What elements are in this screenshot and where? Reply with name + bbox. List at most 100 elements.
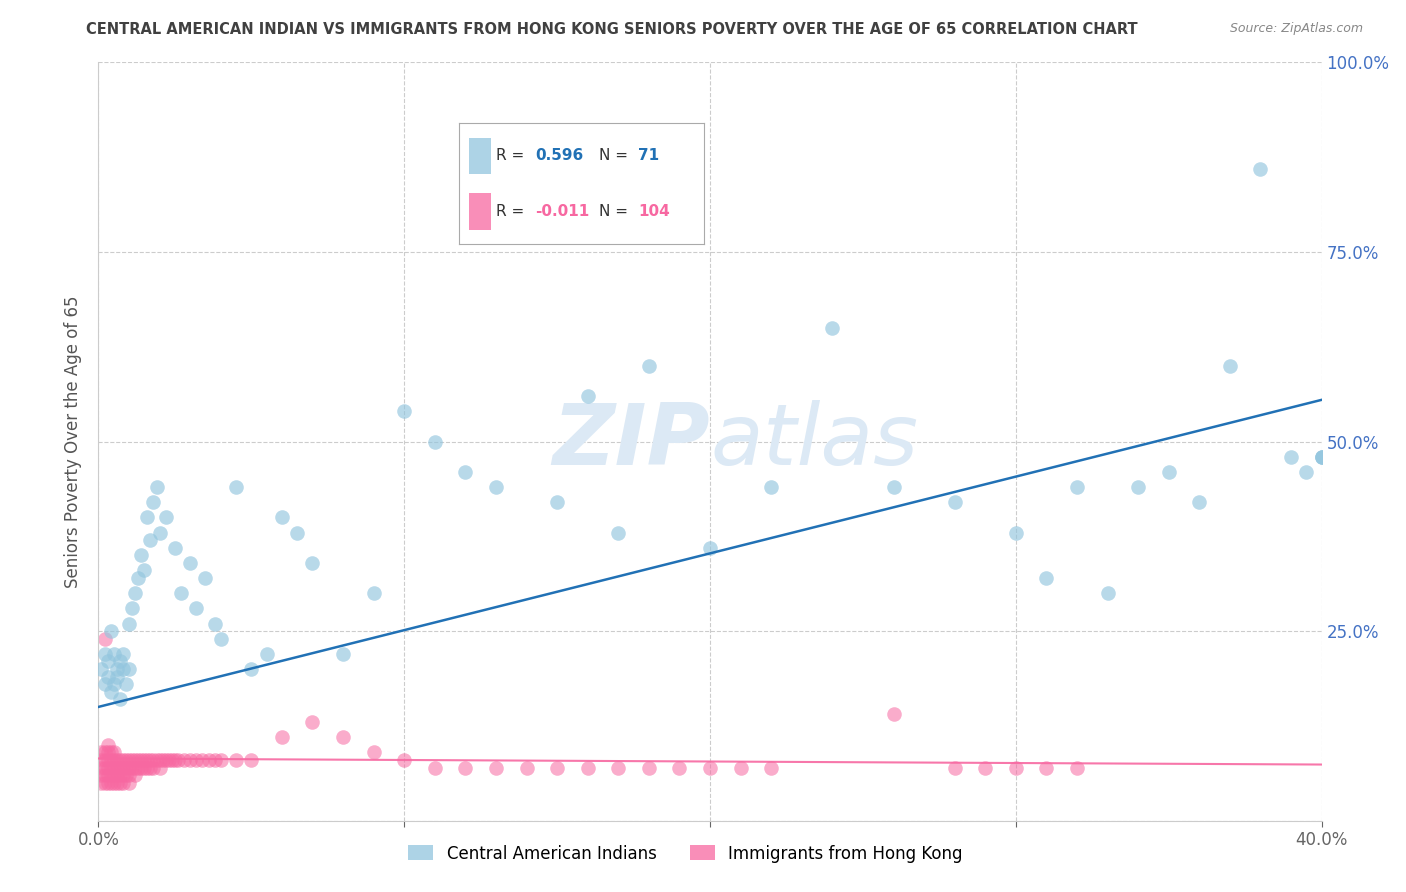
- Point: [1066, 480, 1088, 494]
- Point: [145, 753, 167, 767]
- Point: [454, 760, 477, 774]
- Point: [93, 632, 115, 646]
- Point: [105, 768, 128, 782]
- Point: [93, 677, 115, 691]
- Point: [204, 753, 226, 767]
- Point: [129, 548, 152, 563]
- Point: [149, 525, 172, 540]
- Point: [97, 768, 120, 782]
- Point: [111, 776, 134, 790]
- Point: [1219, 359, 1241, 373]
- Point: [332, 730, 354, 744]
- Point: [90, 746, 112, 760]
- Point: [1188, 495, 1211, 509]
- Point: [1128, 480, 1150, 494]
- Point: [136, 760, 159, 774]
- Point: [100, 776, 122, 790]
- Point: [139, 753, 162, 767]
- Point: [93, 768, 115, 782]
- Point: [118, 768, 141, 782]
- Point: [105, 753, 128, 767]
- Point: [108, 768, 131, 782]
- Point: [108, 776, 131, 790]
- Point: [197, 753, 219, 767]
- Point: [759, 480, 782, 494]
- Point: [105, 760, 128, 774]
- Point: [142, 760, 165, 774]
- Point: [93, 760, 115, 774]
- Point: [136, 753, 159, 767]
- Point: [152, 753, 174, 767]
- Point: [454, 465, 477, 479]
- Point: [134, 753, 156, 767]
- Point: [108, 692, 131, 706]
- Point: [423, 434, 446, 449]
- Point: [118, 616, 141, 631]
- Point: [111, 662, 134, 676]
- Point: [127, 571, 149, 585]
- Point: [115, 677, 138, 691]
- Point: [974, 760, 997, 774]
- Point: [105, 662, 128, 676]
- Point: [97, 655, 120, 669]
- Point: [129, 760, 152, 774]
- Point: [103, 677, 125, 691]
- Point: [546, 495, 568, 509]
- Point: [546, 760, 568, 774]
- Point: [149, 760, 172, 774]
- Point: [108, 760, 131, 774]
- Point: [121, 753, 143, 767]
- Point: [97, 669, 120, 683]
- Point: [90, 776, 112, 790]
- Point: [1295, 465, 1317, 479]
- Point: [155, 753, 177, 767]
- Point: [100, 753, 122, 767]
- Point: [124, 586, 146, 600]
- Point: [225, 480, 247, 494]
- Point: [943, 495, 966, 509]
- Point: [1310, 450, 1333, 464]
- Point: [191, 753, 214, 767]
- Point: [103, 647, 125, 661]
- Point: [240, 753, 263, 767]
- Point: [576, 389, 599, 403]
- Point: [97, 760, 120, 774]
- Point: [124, 760, 146, 774]
- Point: [170, 586, 193, 600]
- Point: [392, 753, 416, 767]
- Point: [285, 525, 308, 540]
- Point: [332, 647, 354, 661]
- Point: [103, 760, 125, 774]
- Point: [167, 753, 190, 767]
- Point: [1035, 760, 1057, 774]
- Point: [111, 647, 134, 661]
- Point: [142, 495, 165, 509]
- Point: [392, 404, 416, 418]
- Point: [100, 624, 122, 639]
- Point: [105, 776, 128, 790]
- Point: [759, 760, 782, 774]
- Point: [256, 647, 278, 661]
- Point: [115, 753, 138, 767]
- Point: [1279, 450, 1302, 464]
- Point: [90, 760, 112, 774]
- Point: [363, 586, 385, 600]
- Point: [118, 753, 141, 767]
- Point: [157, 753, 180, 767]
- Point: [118, 662, 141, 676]
- Point: [121, 601, 143, 615]
- Point: [155, 510, 177, 524]
- Point: [124, 768, 146, 782]
- Point: [163, 541, 186, 555]
- Point: [1097, 586, 1119, 600]
- Text: atlas: atlas: [710, 400, 918, 483]
- Point: [127, 760, 149, 774]
- Point: [97, 753, 120, 767]
- Point: [118, 760, 141, 774]
- Point: [270, 510, 292, 524]
- Point: [90, 768, 112, 782]
- Point: [301, 556, 323, 570]
- Point: [301, 715, 323, 730]
- Point: [118, 776, 141, 790]
- Point: [423, 760, 446, 774]
